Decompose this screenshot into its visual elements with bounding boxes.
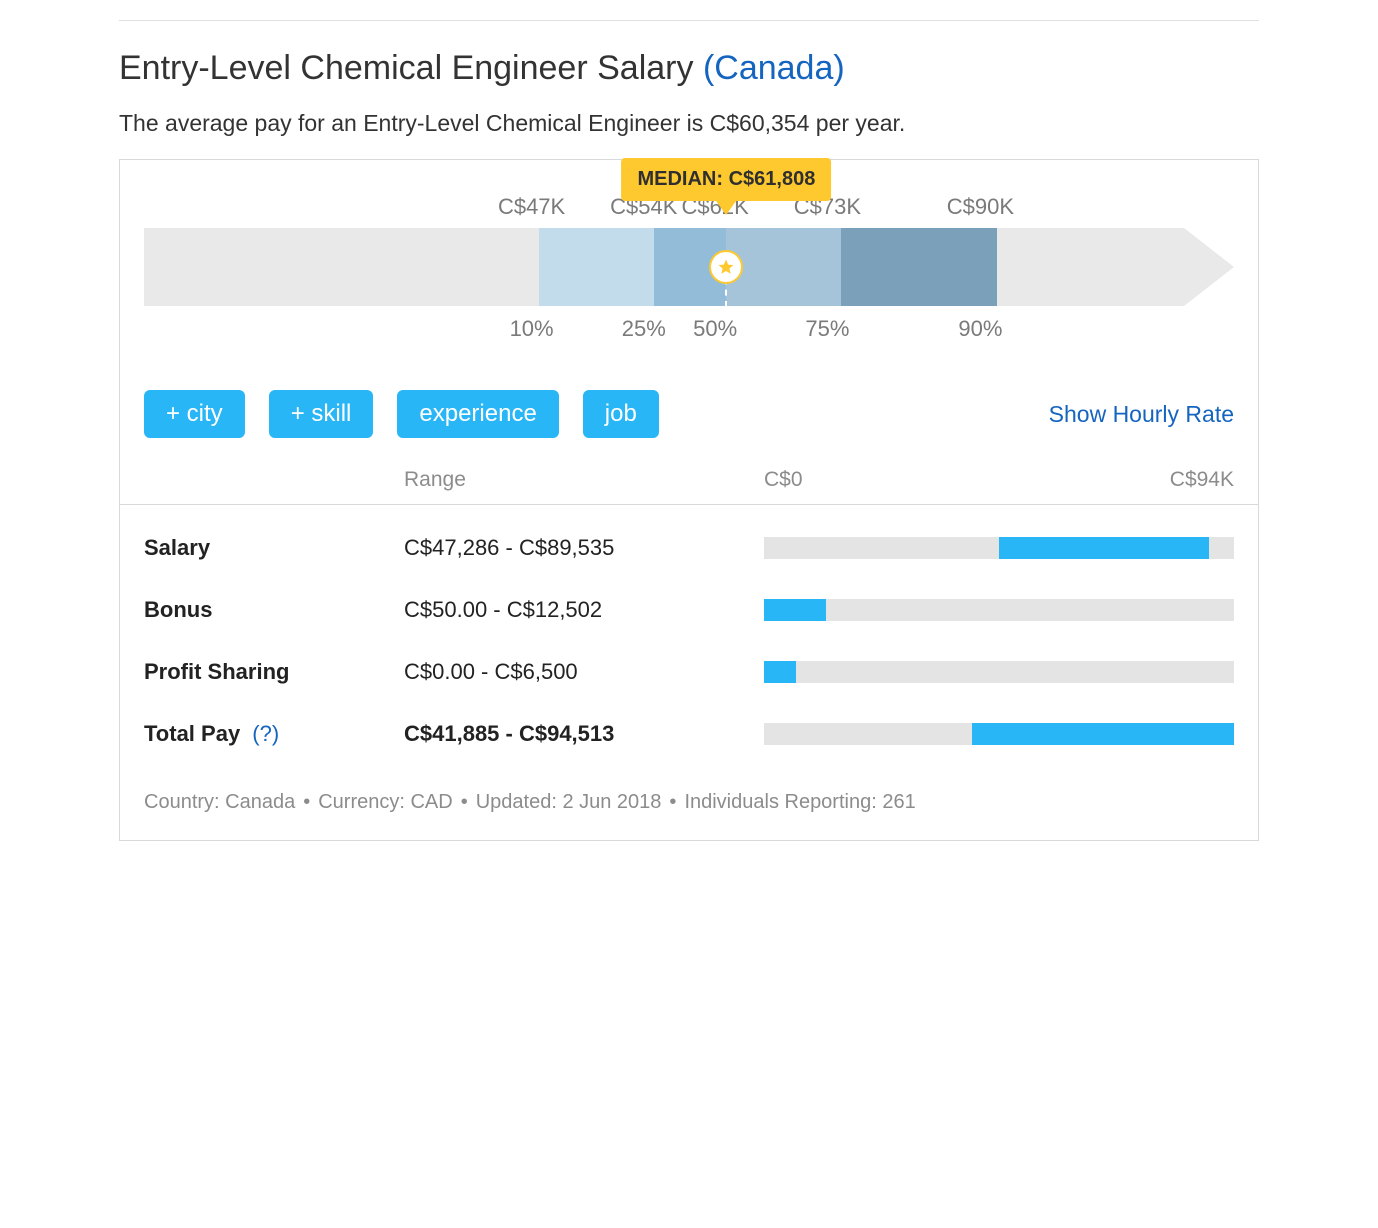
row-label: Bonus [144, 597, 404, 623]
row-bar [764, 537, 1234, 559]
row-range: C$41,885 - C$94,513 [404, 721, 764, 747]
totals-row: Total Pay (?)C$41,885 - C$94,513 [144, 703, 1234, 765]
dist-segment [539, 228, 653, 306]
bar-fill [999, 537, 1209, 559]
median-star-icon [709, 250, 743, 284]
row-range: C$50.00 - C$12,502 [404, 597, 764, 623]
filter-row: + city + skill experience job Show Hourly R… [120, 362, 1258, 462]
filter-button[interactable]: job [583, 390, 659, 438]
salary-panel: C$47KC$54KC$62KC$73KC$90K MEDIAN: C$61,8… [119, 159, 1259, 841]
dist-segment [726, 228, 840, 306]
dist-bottom-tick: 75% [805, 316, 849, 342]
header-range: Range [404, 468, 764, 492]
dist-bottom-tick: 25% [622, 316, 666, 342]
help-icon[interactable]: (?) [246, 721, 279, 746]
dist-top-tick: C$90K [947, 194, 1014, 220]
footer-part: Updated: 2 Jun 2018 [476, 791, 662, 813]
bar-fill [972, 723, 1234, 745]
median-label: MEDIAN: C$61,808 [621, 158, 831, 201]
median-callout-tail [716, 201, 736, 215]
row-bar [764, 661, 1234, 683]
footer-part: Country: Canada [144, 791, 295, 813]
title-main: Entry-Level Chemical Engineer Salary [119, 49, 693, 87]
dist-segment [841, 228, 997, 306]
title-region[interactable]: (Canada) [703, 49, 845, 87]
bar-track [764, 599, 1234, 621]
page-title: Entry-Level Chemical Engineer Salary (Ca… [119, 49, 1259, 88]
totals-body: SalaryC$47,286 - C$89,535BonusC$50.00 - … [120, 505, 1258, 783]
bar-track [764, 661, 1234, 683]
row-label: Profit Sharing [144, 659, 404, 685]
dist-bottom-tick: 90% [958, 316, 1002, 342]
header-min: C$0 [764, 468, 803, 492]
totals-row: Profit SharingC$0.00 - C$6,500 [144, 641, 1234, 703]
row-label: Salary [144, 535, 404, 561]
distribution-chart: C$47KC$54KC$62KC$73KC$90K MEDIAN: C$61,8… [120, 160, 1258, 362]
bar-fill [764, 599, 826, 621]
footer-part: Currency: CAD [318, 791, 452, 813]
dist-top-tick: C$47K [498, 194, 565, 220]
totals-row: SalaryC$47,286 - C$89,535 [144, 517, 1234, 579]
bar-track [764, 537, 1234, 559]
bar-fill [764, 661, 796, 683]
dist-bottom-tick: 50% [693, 316, 737, 342]
arrow-head-icon [1184, 228, 1234, 306]
row-label: Total Pay (?) [144, 721, 404, 747]
subtitle: The average pay for an Entry-Level Chemi… [119, 110, 1259, 137]
row-bar [764, 599, 1234, 621]
header-max: C$94K [1170, 468, 1234, 492]
bar-track [764, 723, 1234, 745]
median-callout: MEDIAN: C$61,808 [621, 158, 831, 213]
filter-button[interactable]: + city [144, 390, 245, 438]
filter-button[interactable]: + skill [269, 390, 374, 438]
dist-bottom-tick: 10% [510, 316, 554, 342]
footer-part: Individuals Reporting: 261 [684, 791, 915, 813]
row-range: C$0.00 - C$6,500 [404, 659, 764, 685]
filter-button[interactable]: experience [397, 390, 558, 438]
footer-meta: Country: Canada•Currency: CAD•Updated: 2… [120, 783, 1258, 840]
row-bar [764, 723, 1234, 745]
totals-row: BonusC$50.00 - C$12,502 [144, 579, 1234, 641]
distribution-arrow: MEDIAN: C$61,808 [144, 228, 1234, 306]
row-range: C$47,286 - C$89,535 [404, 535, 764, 561]
show-hourly-link[interactable]: Show Hourly Rate [1049, 401, 1234, 428]
totals-header: Range C$0 C$94K [120, 462, 1258, 505]
